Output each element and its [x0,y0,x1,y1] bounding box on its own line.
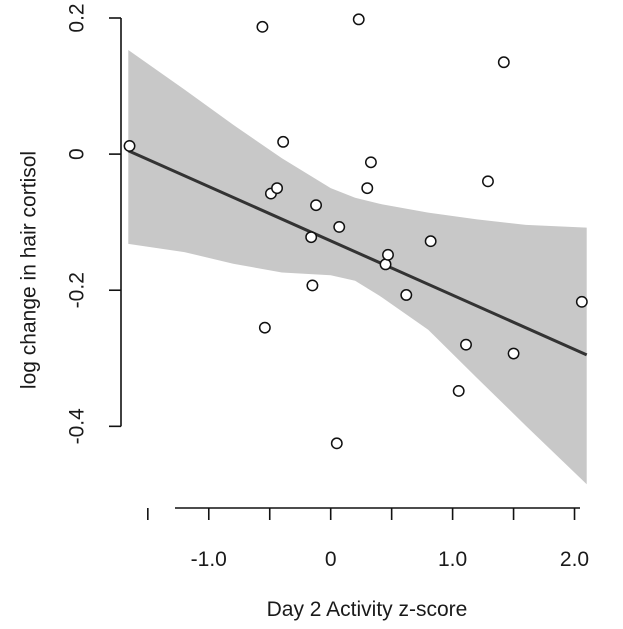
data-point-14 [364,156,377,169]
data-point-9 [310,199,323,212]
data-point-1 [123,139,136,152]
regression-line [127,149,588,357]
y-tick-label: 0 [66,148,89,160]
data-point-7 [305,231,318,244]
data-point-20 [460,338,472,351]
y-tick-label: 0.2 [66,3,89,32]
data-point-12 [352,13,365,26]
data-point-11 [333,220,346,233]
x-tick-label: 2.0 [560,548,589,571]
y-tick-label: -0.4 [66,408,89,445]
data-point-2 [256,20,269,33]
data-point-6 [277,135,290,148]
data-point-5 [271,182,284,195]
x-tick-label: 0 [325,548,337,571]
data-point-24 [575,295,588,308]
data-point-3 [258,321,271,334]
data-point-17 [400,289,413,301]
data-point-16 [382,248,394,261]
x-tick-label: -1.0 [191,548,227,571]
data-point-21 [482,175,494,188]
x-ticks: -1.0 0 1.0 2.0 [147,508,589,571]
data-point-23 [507,347,520,360]
data-point-18 [424,235,437,248]
data-point-19 [452,384,465,397]
data-point-13 [361,182,374,195]
x-axis-title: Day 2 Activity z-score [267,598,468,621]
regression-line-layer [127,149,588,357]
y-tick-label: -0.2 [66,272,89,308]
data-point-10 [330,437,343,450]
data-point-15 [379,258,392,271]
data-point-8 [306,279,319,292]
data-point-22 [497,56,510,69]
data-points [123,13,588,450]
y-axis-title: log change in hair cortisol [18,151,41,389]
confidence-band [128,50,587,485]
axes [120,18,580,509]
confidence-band-layer [128,50,587,485]
y-ticks: -0.4 -0.2 0 0.2 [66,3,121,444]
x-tick-label: 1.0 [438,548,467,571]
